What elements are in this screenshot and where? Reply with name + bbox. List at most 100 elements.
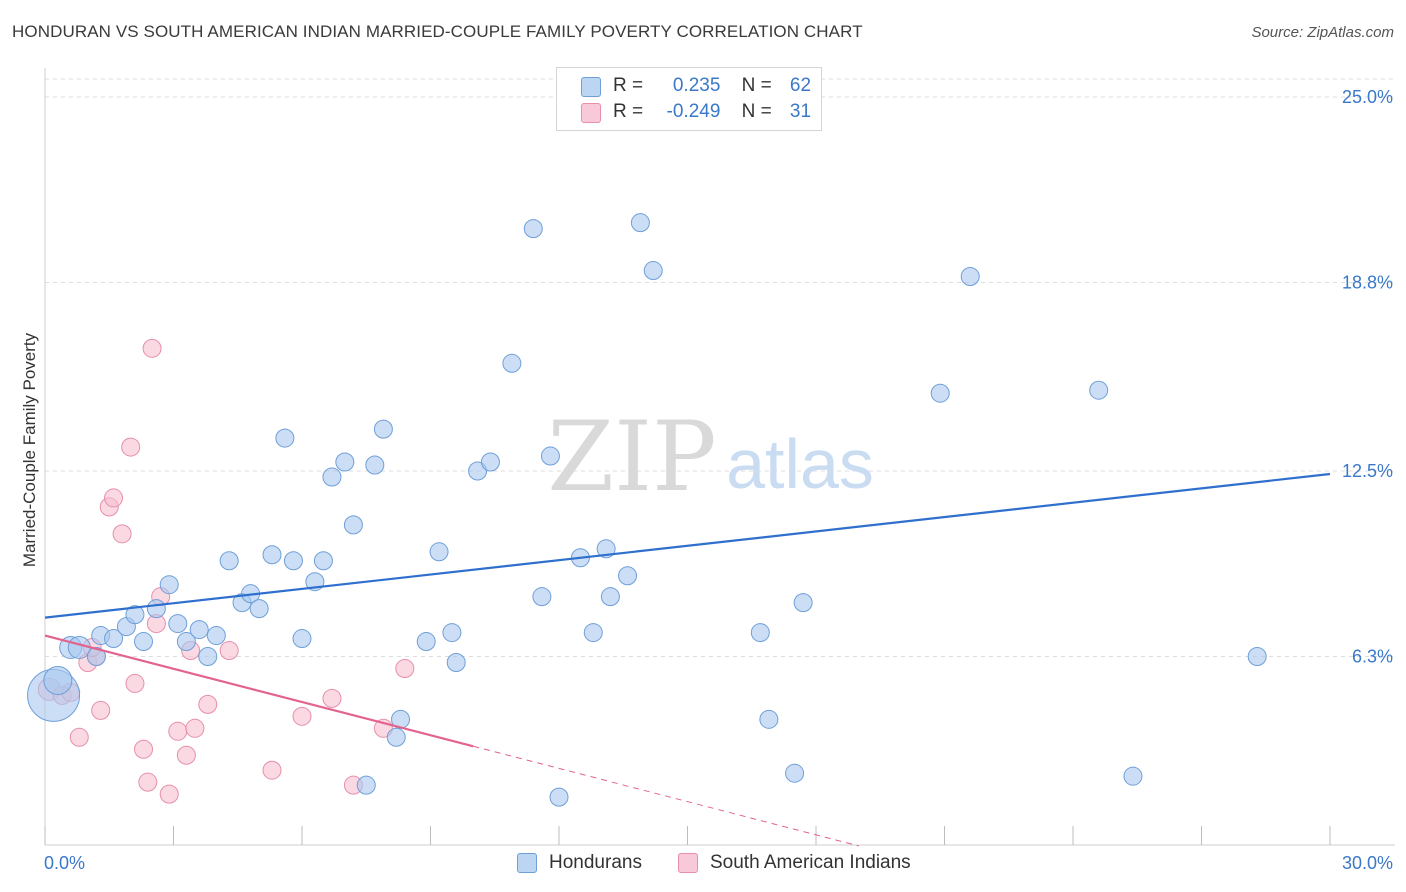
- sai-point: [142, 338, 162, 358]
- honduran-point: [549, 787, 569, 807]
- sai-point: [198, 694, 218, 714]
- honduran-point: [365, 455, 385, 475]
- sai-trend-line: [44, 634, 474, 748]
- honduran-point: [1123, 766, 1143, 786]
- r-label: R =: [613, 101, 644, 122]
- sai-point: [395, 658, 415, 678]
- sai-point: [159, 784, 179, 804]
- honduran-point: [532, 587, 552, 607]
- sai-trend-extension: [473, 745, 859, 847]
- sai-point: [138, 772, 158, 792]
- honduran-point: [930, 383, 950, 403]
- sai-point: [176, 745, 196, 765]
- honduran-point: [283, 551, 303, 571]
- honduran-point: [262, 545, 282, 565]
- sai-swatch: [581, 103, 601, 123]
- legend-label-hondurans: Hondurans: [549, 852, 642, 873]
- sai-point: [121, 437, 141, 457]
- honduran-point: [134, 632, 154, 652]
- honduran-point: [429, 542, 449, 562]
- honduran-point: [480, 452, 500, 472]
- honduran-point: [168, 614, 188, 634]
- chart-title: HONDURAN VS SOUTH AMERICAN INDIAN MARRIE…: [12, 22, 863, 41]
- honduran-point: [313, 551, 333, 571]
- hondurans-swatch: [517, 853, 537, 873]
- honduran-point: [540, 446, 560, 466]
- honduran-point: [960, 267, 980, 287]
- hondurans-swatch: [581, 77, 601, 97]
- series-hondurans: [27, 213, 1267, 807]
- honduran-point: [146, 599, 166, 619]
- honduran-point: [206, 626, 226, 646]
- sai-point: [112, 524, 132, 544]
- sai-point: [322, 688, 342, 708]
- y-tick-label: 6.3%: [1352, 647, 1393, 667]
- honduran-point: [600, 587, 620, 607]
- honduran-point: [104, 629, 124, 649]
- sai-point: [219, 641, 239, 661]
- sai-point: [125, 673, 145, 693]
- honduran-point: [793, 593, 813, 613]
- n-label: N =: [741, 75, 772, 96]
- legend-label-sai: South American Indians: [710, 852, 911, 873]
- y-tick-label: 25.0%: [1342, 87, 1393, 107]
- watermark: ZIP atlas: [547, 401, 874, 513]
- honduran-point: [442, 623, 462, 643]
- honduran-point: [198, 647, 218, 667]
- n-label: N =: [741, 101, 772, 122]
- n-value: 31: [789, 101, 812, 122]
- r-value: -0.249: [666, 101, 721, 122]
- x-tick-label: 0.0%: [44, 853, 85, 873]
- x-tick-label: 30.0%: [1342, 853, 1393, 873]
- honduran-point: [322, 467, 342, 487]
- series-south-american-indians: [37, 338, 415, 804]
- legend-row-hondurans-text: R = 0.235 N = 62: [613, 75, 811, 97]
- honduran-point: [275, 428, 295, 448]
- honduran-point: [386, 727, 406, 747]
- sai-point: [262, 760, 282, 780]
- trend-lines: [44, 472, 1331, 847]
- sai-point: [104, 488, 124, 508]
- honduran-point: [159, 575, 179, 595]
- honduran-point: [43, 665, 73, 695]
- sai-point: [69, 727, 89, 747]
- honduran-point: [583, 623, 603, 643]
- honduran-point: [1247, 647, 1267, 667]
- honduran-point: [335, 452, 355, 472]
- honduran-point: [502, 353, 522, 373]
- honduran-point: [373, 419, 393, 439]
- honduran-point: [249, 599, 269, 619]
- honduran-point: [630, 213, 650, 233]
- honduran-point: [219, 551, 239, 571]
- correlation-legend: R = 0.235 N = 62 R = -0.249 N = 31: [556, 67, 822, 131]
- sai-swatch: [678, 853, 698, 873]
- honduran-point: [446, 652, 466, 672]
- honduran-point: [292, 629, 312, 649]
- honduran-point: [125, 605, 145, 625]
- y-tick-label: 12.5%: [1342, 461, 1393, 481]
- sai-point: [134, 739, 154, 759]
- honduran-point: [86, 647, 106, 667]
- y-axis-label: Married-Couple Family Poverty: [20, 332, 39, 568]
- sai-point: [185, 718, 205, 738]
- honduran-point: [343, 515, 363, 535]
- legend-row-sai-text: R = -0.249 N = 31: [613, 101, 811, 123]
- honduran-point: [618, 566, 638, 586]
- honduran-point: [176, 632, 196, 652]
- r-label: R =: [613, 75, 644, 96]
- honduran-point: [416, 632, 436, 652]
- source-label: Source: ZipAtlas.com: [1251, 24, 1394, 41]
- r-value: 0.235: [672, 75, 721, 96]
- watermark-atlas: atlas: [726, 425, 874, 503]
- honduran-point: [750, 623, 770, 643]
- sai-point: [91, 700, 111, 720]
- honduran-point: [189, 620, 209, 640]
- honduran-point: [643, 261, 663, 281]
- sai-point: [292, 706, 312, 726]
- honduran-point: [356, 775, 376, 795]
- sai-point: [168, 721, 188, 741]
- honduran-point: [1089, 380, 1109, 400]
- honduran-point: [785, 763, 805, 783]
- tick-labels: 6.3% 12.5% 18.8% 25.0% 0.0% 30.0%: [44, 87, 1393, 873]
